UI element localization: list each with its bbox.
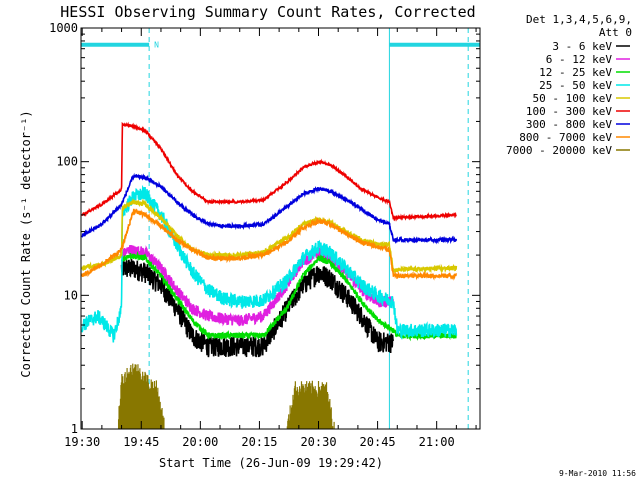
legend-label-0: 3 - 6 keV xyxy=(552,40,612,53)
date-stamp: 9-Mar-2010 11:56 xyxy=(559,469,636,478)
y-tick-label-3: 1000 xyxy=(49,21,78,35)
x-tick-label-6: 21:00 xyxy=(419,435,455,449)
series-line-100-300-kev xyxy=(81,121,457,222)
legend-label-5: 100 - 300 keV xyxy=(526,105,612,118)
legend-label-6: 300 - 800 keV xyxy=(526,118,612,131)
legend-label-3: 25 - 50 keV xyxy=(539,79,612,92)
y-tick-label-1: 10 xyxy=(64,288,78,302)
series-line-25-50-kev xyxy=(81,184,458,343)
legend-label-7: 800 - 7000 keV xyxy=(519,131,612,144)
legend-header-line-1: Det 1,3,4,5,6,9, xyxy=(526,13,632,26)
x-tick-label-5: 20:45 xyxy=(360,435,396,449)
legend-label-1: 6 - 12 keV xyxy=(546,53,613,66)
marker-n-label: N xyxy=(154,41,159,50)
y-axis-label: Corrected Count Rate (s⁻¹ detector⁻¹) xyxy=(19,110,33,377)
series-line-300-800-kev xyxy=(81,172,458,245)
legend-header-line-2: Att 0 xyxy=(599,26,632,39)
x-tick-label-4: 20:30 xyxy=(300,435,336,449)
x-tick-label-0: 19:30 xyxy=(64,435,100,449)
plot-frame xyxy=(80,27,481,430)
x-tick-label-2: 20:00 xyxy=(182,435,218,449)
data-layer: N xyxy=(81,28,480,429)
series-line-7000-20000-kev xyxy=(117,363,335,429)
axes-layer: 19:30 19:45 20:00 20:15 20:30 20:45 21:00 1 10 10… xyxy=(49,21,481,449)
chart-title: HESSI Observing Summary Count Rates, Cor… xyxy=(60,3,475,21)
x-axis-label: Start Time (26-Jun-09 19:29:42) xyxy=(159,456,383,470)
series-line-50-100-kev xyxy=(81,197,458,275)
y-tick-label-2: 100 xyxy=(56,155,78,169)
legend-label-4: 50 - 100 keV xyxy=(533,92,613,105)
legend-label-2: 12 - 25 keV xyxy=(539,66,612,79)
x-tick-label-1: 19:45 xyxy=(123,435,159,449)
series-line-800-7000-kev xyxy=(81,208,458,281)
legend-label-8: 7000 - 20000 keV xyxy=(506,144,612,157)
x-tick-label-3: 20:15 xyxy=(241,435,277,449)
y-tick-label-0: 1 xyxy=(71,422,78,436)
